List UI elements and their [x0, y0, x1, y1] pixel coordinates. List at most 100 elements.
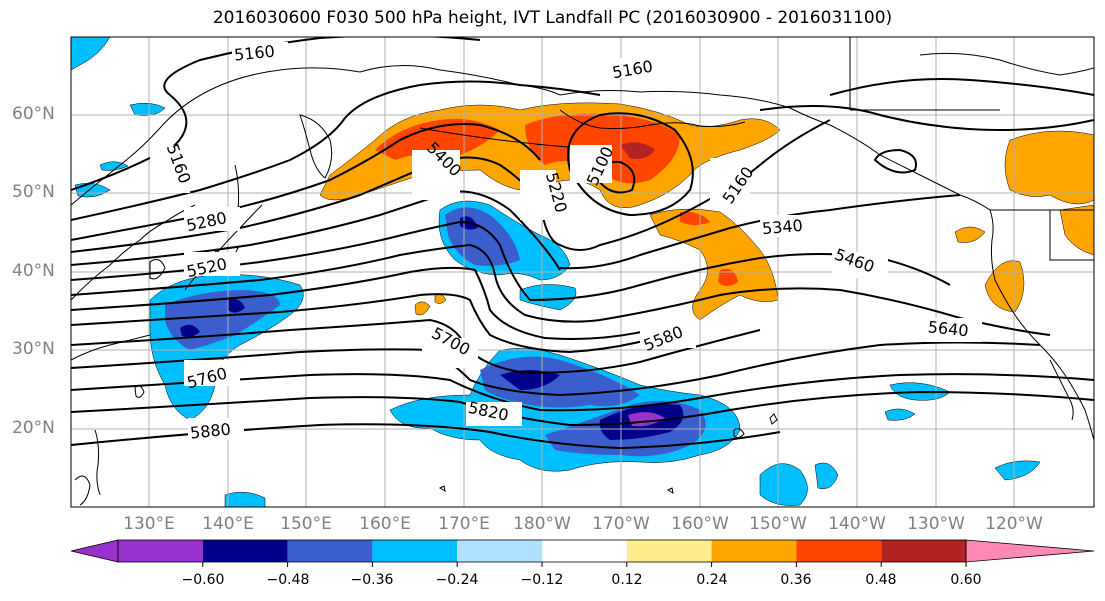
ivt-positive-core — [718, 268, 738, 286]
coastline-islands — [438, 485, 446, 493]
ivt-negative-region — [884, 408, 916, 421]
lon-label: 170°W — [592, 514, 650, 534]
contour-label: 5160 — [233, 42, 275, 65]
height-contour — [529, 253, 951, 301]
colorbar-tick-label: −0.12 — [520, 572, 564, 588]
ivt-positive-core — [375, 118, 500, 160]
ivt-negative-region — [519, 284, 577, 311]
ivt-positive-max — [620, 142, 655, 159]
ivt-negative-region — [994, 460, 1041, 481]
colorbar-tick-label: −0.48 — [266, 572, 310, 588]
height-contour — [71, 266, 651, 340]
ivt-negative-max — [228, 299, 245, 313]
lat-label: 20°N — [12, 418, 55, 438]
coastline-na-west — [989, 209, 1094, 441]
lon-label: 120°W — [985, 514, 1043, 534]
map-title: 2016030600 F030 500 hPa height, IVT Land… — [212, 8, 893, 28]
ivt-negative-region — [129, 102, 166, 116]
lon-label: 140°W — [828, 514, 886, 534]
map-frame — [70, 36, 1095, 508]
lat-label: 30°N — [12, 339, 55, 359]
height-contour — [71, 293, 681, 354]
coastline-taiwan — [134, 385, 145, 398]
height-contour — [71, 373, 1094, 412]
colorbar — [70, 539, 1095, 567]
coastline-sakhalin — [234, 164, 240, 211]
height-contour — [71, 80, 601, 221]
ivt-negative-max — [180, 324, 200, 338]
lat-label: 40°N — [12, 261, 55, 281]
height-contour — [539, 119, 831, 251]
colorbar-tick-label: 0.60 — [950, 572, 982, 588]
lon-label: 170°E — [438, 514, 490, 534]
lon-label: 160°W — [671, 514, 729, 534]
height-contour — [559, 194, 961, 270]
colorbar-swatch — [796, 540, 882, 562]
coastline-alaska — [559, 90, 831, 126]
coastline-arctic — [919, 52, 1094, 76]
colorbar-extend-min — [70, 539, 119, 563]
ivt-positive-core — [680, 211, 710, 225]
colorbar-tick-label: −0.36 — [350, 572, 394, 588]
coastline-us-border — [1049, 210, 1094, 261]
lon-label: 180°W — [513, 514, 571, 534]
lon-label: 130°W — [907, 514, 965, 534]
colorbar-swatch — [287, 540, 373, 562]
height-contour — [71, 123, 541, 241]
ivt-positive-region — [984, 260, 1025, 313]
colorbar-swatch — [881, 540, 966, 562]
lon-label: 140°E — [202, 514, 254, 534]
lat-label: 50°N — [12, 182, 55, 202]
contour-label: 5340 — [761, 216, 803, 238]
height-contour — [759, 105, 1094, 132]
colorbar-swatch — [457, 540, 542, 562]
ivt-negative-region — [71, 37, 111, 71]
colorbar-tick-label: 0.12 — [611, 572, 643, 588]
ivt-positive-region — [414, 301, 431, 316]
colorbar-swatch — [626, 540, 712, 562]
height-contour — [71, 156, 551, 253]
ivt-negative-region — [74, 183, 111, 198]
lon-label: 130°E — [123, 514, 175, 534]
height-contour — [873, 148, 917, 174]
ivt-positive-region — [954, 226, 986, 243]
coastline-islands — [666, 487, 674, 495]
coastline-aleutians — [419, 127, 581, 149]
height-contour — [567, 112, 694, 217]
ivt-positive-region — [649, 208, 779, 321]
coastline-korea — [149, 259, 166, 280]
colorbar-tick-label: −0.60 — [181, 572, 225, 588]
coastline-kamchatka — [299, 114, 333, 179]
coastline-baja — [1049, 359, 1074, 421]
colorbar-swatch — [542, 540, 627, 562]
colorbar-swatch — [202, 540, 288, 562]
colorbar-swatch — [118, 540, 203, 562]
coastline-hawaii — [733, 428, 745, 439]
height-contour — [829, 78, 1094, 96]
coastline-asia — [71, 65, 561, 206]
lon-label: 160°E — [359, 514, 411, 534]
ivt-positive-region — [1059, 204, 1094, 256]
colorbar-tick-label: −0.24 — [435, 572, 479, 588]
coastline-asia — [71, 204, 196, 301]
contour-label: 5640 — [927, 317, 969, 340]
ivt-negative-region — [814, 462, 839, 489]
colorbar-tick-label: 0.48 — [865, 572, 897, 588]
colorbar-swatch — [711, 540, 797, 562]
coastline-philippines — [74, 475, 91, 506]
colorbar-tick-label: 0.36 — [780, 572, 812, 588]
coastline-hawaii — [769, 413, 778, 425]
coastline-alaska — [559, 109, 746, 130]
coastlines — [71, 37, 1094, 506]
colorbar-swatch — [372, 540, 458, 562]
height-contour — [71, 341, 1041, 397]
ivt-negative-region — [759, 463, 808, 506]
lat-label: 60°N — [12, 104, 55, 124]
height-contour — [71, 390, 1094, 427]
ivt-negative-core — [480, 356, 640, 408]
lon-label: 150°W — [749, 514, 807, 534]
coastline-gulf-alaska — [829, 124, 991, 211]
ivt-positive-region — [1004, 130, 1094, 205]
colorbar-extend-max — [965, 539, 1095, 563]
